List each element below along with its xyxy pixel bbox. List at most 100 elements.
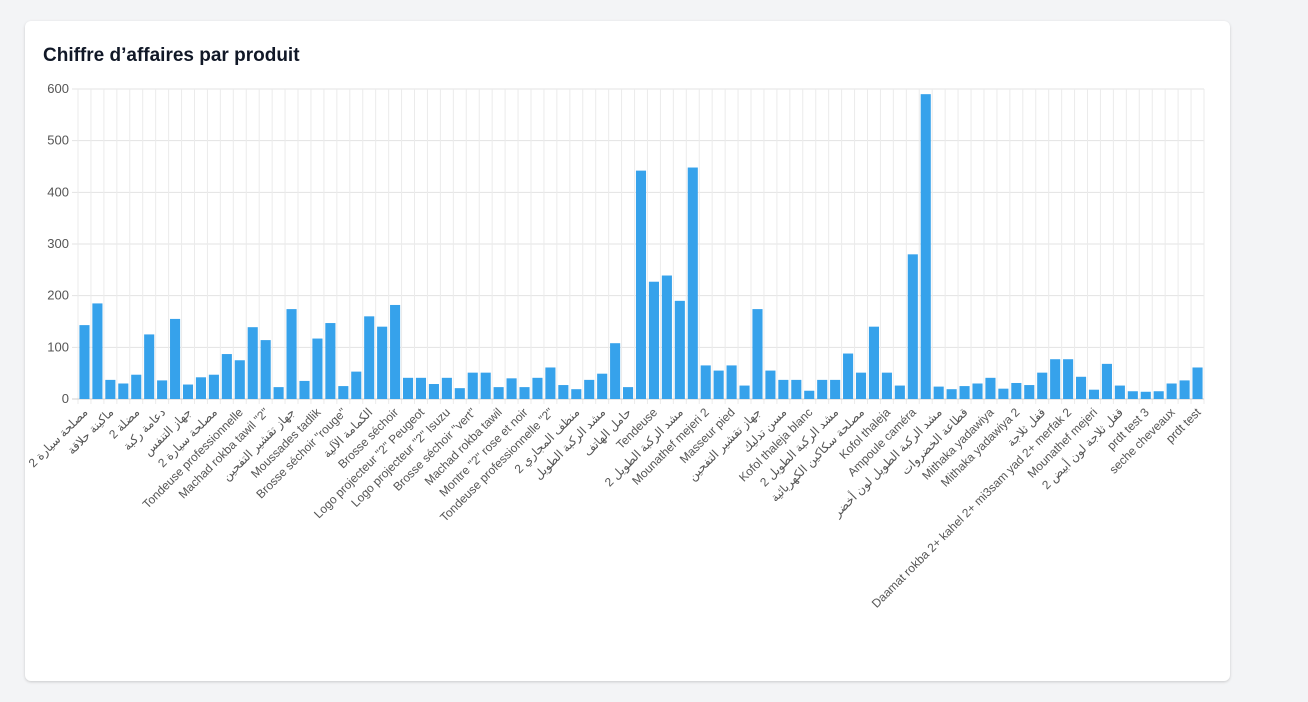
- bar[interactable]: [402, 377, 414, 399]
- bar[interactable]: [1192, 367, 1203, 399]
- bar[interactable]: [920, 94, 931, 400]
- bar[interactable]: [1011, 382, 1022, 399]
- y-tick-label: 0: [62, 391, 69, 406]
- bar[interactable]: [170, 318, 181, 399]
- bar[interactable]: [855, 372, 867, 399]
- bar[interactable]: [739, 385, 750, 399]
- y-tick-label: 200: [47, 288, 69, 303]
- bar[interactable]: [571, 389, 582, 399]
- bar[interactable]: [364, 316, 375, 399]
- bar[interactable]: [1088, 389, 1100, 399]
- bar[interactable]: [118, 383, 129, 400]
- bar[interactable]: [933, 386, 944, 399]
- bar[interactable]: [273, 387, 284, 399]
- bar[interactable]: [946, 389, 957, 399]
- bar[interactable]: [79, 325, 90, 399]
- bar[interactable]: [532, 377, 543, 399]
- chart-title: Chiffre d’affaires par produit: [43, 45, 300, 66]
- bar[interactable]: [713, 370, 724, 399]
- y-axis: 0 100 200 300 400 500 600: [47, 81, 69, 406]
- bar[interactable]: [144, 334, 155, 399]
- bar[interactable]: [221, 354, 232, 399]
- bar[interactable]: [325, 323, 336, 399]
- y-tick-label: 500: [47, 133, 69, 148]
- bar[interactable]: [584, 379, 595, 399]
- bar[interactable]: [377, 326, 388, 399]
- bar[interactable]: [687, 167, 698, 399]
- bar[interactable]: [92, 303, 103, 399]
- bar[interactable]: [985, 377, 996, 399]
- bar[interactable]: [1037, 372, 1048, 399]
- bar[interactable]: [959, 386, 970, 399]
- bar[interactable]: [1166, 383, 1177, 400]
- bar[interactable]: [1063, 359, 1074, 399]
- bar[interactable]: [648, 281, 659, 399]
- bar[interactable]: [234, 360, 245, 399]
- bar[interactable]: [415, 377, 427, 399]
- bar[interactable]: [752, 309, 763, 399]
- bar[interactable]: [610, 343, 621, 399]
- bar[interactable]: [1114, 385, 1125, 399]
- bar[interactable]: [1153, 391, 1164, 399]
- bars: [79, 94, 1203, 400]
- bar[interactable]: [674, 300, 685, 399]
- bar[interactable]: [998, 388, 1009, 399]
- bar[interactable]: [312, 338, 323, 399]
- bar[interactable]: [1101, 363, 1112, 399]
- bar[interactable]: [260, 340, 271, 399]
- bar[interactable]: [700, 365, 711, 399]
- bar[interactable]: [843, 353, 854, 399]
- bar[interactable]: [182, 384, 194, 399]
- bar[interactable]: [428, 384, 439, 399]
- y-tick-label: 100: [47, 339, 69, 354]
- bar[interactable]: [1140, 391, 1151, 399]
- bar[interactable]: [1024, 385, 1035, 399]
- bar[interactable]: [545, 367, 556, 399]
- bar[interactable]: [299, 380, 310, 399]
- bar[interactable]: [131, 374, 142, 399]
- bar[interactable]: [597, 373, 608, 399]
- y-tick-label: 600: [47, 81, 69, 96]
- bar[interactable]: [480, 372, 491, 399]
- bar[interactable]: [1179, 380, 1190, 399]
- bar-chart: 0 100 200 300 400 500 600 مصلحة سيارة 2ماكينة …: [26, 81, 1205, 611]
- y-tick-label: 300: [47, 236, 69, 251]
- bar[interactable]: [791, 379, 802, 399]
- bar[interactable]: [868, 326, 880, 399]
- bar[interactable]: [558, 385, 569, 399]
- bar[interactable]: [208, 374, 219, 399]
- bar[interactable]: [519, 387, 530, 399]
- bar[interactable]: [441, 377, 452, 399]
- bar[interactable]: [390, 304, 401, 399]
- bar[interactable]: [338, 386, 349, 399]
- bar[interactable]: [661, 275, 672, 399]
- y-tick-label: 400: [47, 184, 69, 199]
- bar[interactable]: [623, 387, 634, 399]
- chart-card: Chiffre d’affaires par produit 0 100 200 30…: [25, 21, 1230, 681]
- bar[interactable]: [454, 388, 465, 399]
- bar[interactable]: [881, 372, 892, 399]
- bar[interactable]: [1050, 359, 1061, 399]
- bar[interactable]: [286, 309, 297, 399]
- bar[interactable]: [726, 365, 737, 399]
- bar[interactable]: [105, 379, 116, 399]
- bar[interactable]: [635, 170, 647, 399]
- bar[interactable]: [972, 383, 983, 400]
- bar[interactable]: [493, 387, 504, 399]
- bar[interactable]: [778, 379, 789, 399]
- bar[interactable]: [195, 377, 207, 399]
- bar[interactable]: [894, 385, 905, 399]
- bar[interactable]: [506, 378, 517, 399]
- bar[interactable]: [247, 327, 258, 399]
- bar[interactable]: [157, 380, 168, 399]
- bar[interactable]: [804, 390, 815, 399]
- bar[interactable]: [817, 379, 828, 399]
- bar[interactable]: [907, 254, 918, 399]
- bar[interactable]: [1075, 376, 1087, 399]
- bar[interactable]: [1127, 391, 1138, 399]
- bar[interactable]: [467, 372, 478, 399]
- bar[interactable]: [830, 379, 841, 399]
- bar[interactable]: [765, 370, 776, 399]
- bar[interactable]: [351, 371, 362, 399]
